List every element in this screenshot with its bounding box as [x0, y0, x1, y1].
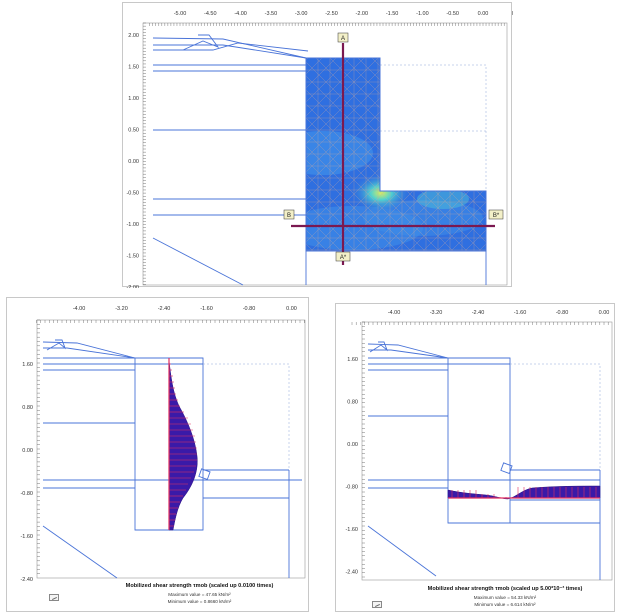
caption-min-value: Minimum value = 6.614 kN/m² — [474, 602, 536, 607]
x-ruler: -4.00 -3.20 -2.40 -1.60 -0.80 0.00 — [36, 306, 305, 323]
shear-strength-diagram — [447, 485, 601, 500]
geometry-lines — [367, 341, 601, 580]
y-tick-label: -0.80 — [20, 491, 33, 497]
plot-frame — [142, 22, 508, 286]
x-tick-label: 0.00 — [286, 306, 297, 312]
y-tick-label: 0.80 — [347, 400, 358, 406]
section-label-b-star[interactable]: B* — [488, 209, 504, 220]
caption-min-value: Minimum value = 0.8660 kN/m² — [167, 599, 232, 604]
x-tick-label: -1.50 — [386, 11, 399, 17]
y-tick-label: -1.00 — [126, 222, 139, 228]
cross-section-lines[interactable] — [291, 43, 495, 265]
x-tick-label: -3.50 — [265, 11, 278, 17]
x-tick-label: 0 — [512, 11, 513, 17]
section-bb-panel[interactable]: -4.00 -3.20 -2.40 -1.60 -0.80 0.00 1.60 0.80 0.… — [335, 303, 615, 612]
y-tick-label: -0.50 — [126, 191, 139, 197]
y-tick-label: 1.60 — [22, 362, 33, 368]
y-tick-label: 0.00 — [22, 448, 33, 454]
section-aa-canvas[interactable]: -4.00 -3.20 -2.40 -1.60 -0.80 0.00 1.60 0.80 0.… — [7, 298, 310, 613]
y-tick-label: 1.00 — [128, 96, 139, 102]
x-tick-label: -3.20 — [430, 310, 443, 316]
x-tick-label: -3.00 — [295, 11, 308, 17]
y-ruler: 1.60 0.80 0.00 -0.80 -1.60 -2.40 — [345, 321, 365, 578]
x-tick-label: -1.60 — [514, 310, 527, 316]
x-tick-label: -2.50 — [325, 11, 338, 17]
y-tick-label: 2.00 — [128, 33, 139, 39]
x-tick-label: -2.40 — [472, 310, 485, 316]
svg-text:A*: A* — [340, 255, 347, 261]
y-tick-label: -1.60 — [20, 534, 33, 540]
x-tick-label: -0.80 — [243, 306, 256, 312]
x-tick-label: 0.00 — [478, 11, 489, 17]
caption-title: Mobilized shear strength τmob (scaled up… — [427, 586, 583, 592]
x-tick-label: -4.00 — [388, 310, 401, 316]
x-tick-label: -1.60 — [200, 306, 213, 312]
y-tick-label: -2.00 — [126, 285, 139, 288]
plot-frame — [361, 321, 613, 581]
y-tick-label: 0.50 — [128, 128, 139, 134]
y-tick-label: -1.60 — [345, 527, 358, 533]
section-aa-panel[interactable]: -4.00 -3.20 -2.40 -1.60 -0.80 0.00 1.60 0.80 0.… — [6, 297, 309, 612]
svg-text:B*: B* — [493, 213, 500, 219]
x-tick-label: -4.00 — [234, 11, 247, 17]
y-tick-label: 0.00 — [128, 159, 139, 165]
dashed-boundary — [510, 363, 601, 470]
section-label-a-star[interactable]: A* — [335, 251, 351, 262]
x-tick-label: -0.80 — [556, 310, 569, 316]
dashed-boundary — [203, 363, 290, 470]
diagram-caption: Mobilized shear strength τmob (scaled up… — [97, 583, 302, 606]
caption-max-value: Maximum value = 47.65 kN/m² — [168, 592, 231, 597]
y-tick-label: -0.80 — [345, 485, 358, 491]
x-ruler: -5.00 -4.50 -4.00 -3.50 -3.00 -2.50 -2.00 -1.50… — [149, 11, 513, 26]
y-tick-label: -1.50 — [126, 254, 139, 260]
geometry-lines — [152, 34, 487, 286]
svg-text:B: B — [287, 213, 291, 219]
y-tick-label: -2.40 — [345, 570, 358, 576]
caption-title: Mobilized shear strength τmob (scaled up… — [125, 583, 274, 589]
diagram-caption: Mobilized shear strength τmob (scaled up… — [400, 586, 610, 609]
x-tick-label: -2.40 — [158, 306, 171, 312]
section-label-b[interactable]: B — [283, 209, 295, 220]
legend-toggle-icon[interactable] — [372, 601, 382, 608]
mesh-view-panel[interactable]: -5.00 -4.50 -4.00 -3.50 -3.00 -2.50 -2.00 -1.50… — [122, 2, 513, 288]
y-tick-label: -2.40 — [20, 577, 33, 583]
y-tick-label: 0.80 — [22, 405, 33, 411]
x-tick-label: -4.00 — [73, 306, 86, 312]
x-tick-label: -4.50 — [204, 11, 217, 17]
y-tick-label: 0.00 — [347, 442, 358, 448]
x-ruler: -4.00 -3.20 -2.40 -1.60 -0.80 0.00 — [351, 310, 610, 325]
x-tick-label: -1.00 — [416, 11, 429, 17]
x-tick-label: -2.00 — [356, 11, 369, 17]
x-tick-label: -3.20 — [115, 306, 128, 312]
legend-toggle-icon[interactable] — [49, 594, 59, 601]
dashed-boundary — [380, 64, 487, 191]
x-tick-label: -0.50 — [446, 11, 459, 17]
section-bb-canvas[interactable]: -4.00 -3.20 -2.40 -1.60 -0.80 0.00 1.60 0.80 0.… — [336, 304, 616, 613]
finite-element-mesh — [306, 58, 486, 251]
y-tick-label: 1.60 — [347, 357, 358, 363]
shear-strength-diagram — [168, 358, 198, 531]
x-tick-label: -5.00 — [174, 11, 187, 17]
y-tick-label: 1.50 — [128, 65, 139, 71]
y-ruler: 2.00 1.50 1.00 0.50 0.00 -0.50 -1.00 -1.50 -2.00 — [126, 22, 146, 288]
x-tick-label: 0.00 — [599, 310, 610, 316]
caption-max-value: Maximum value = 54.33 kN/m² — [473, 595, 537, 600]
mesh-view-canvas[interactable]: -5.00 -4.50 -4.00 -3.50 -3.00 -2.50 -2.00 -1.50… — [123, 3, 513, 288]
y-ruler: 1.60 0.80 0.00 -0.80 -1.60 -2.40 — [20, 319, 40, 583]
section-label-a[interactable]: A — [337, 32, 349, 43]
svg-text:A: A — [341, 36, 345, 42]
